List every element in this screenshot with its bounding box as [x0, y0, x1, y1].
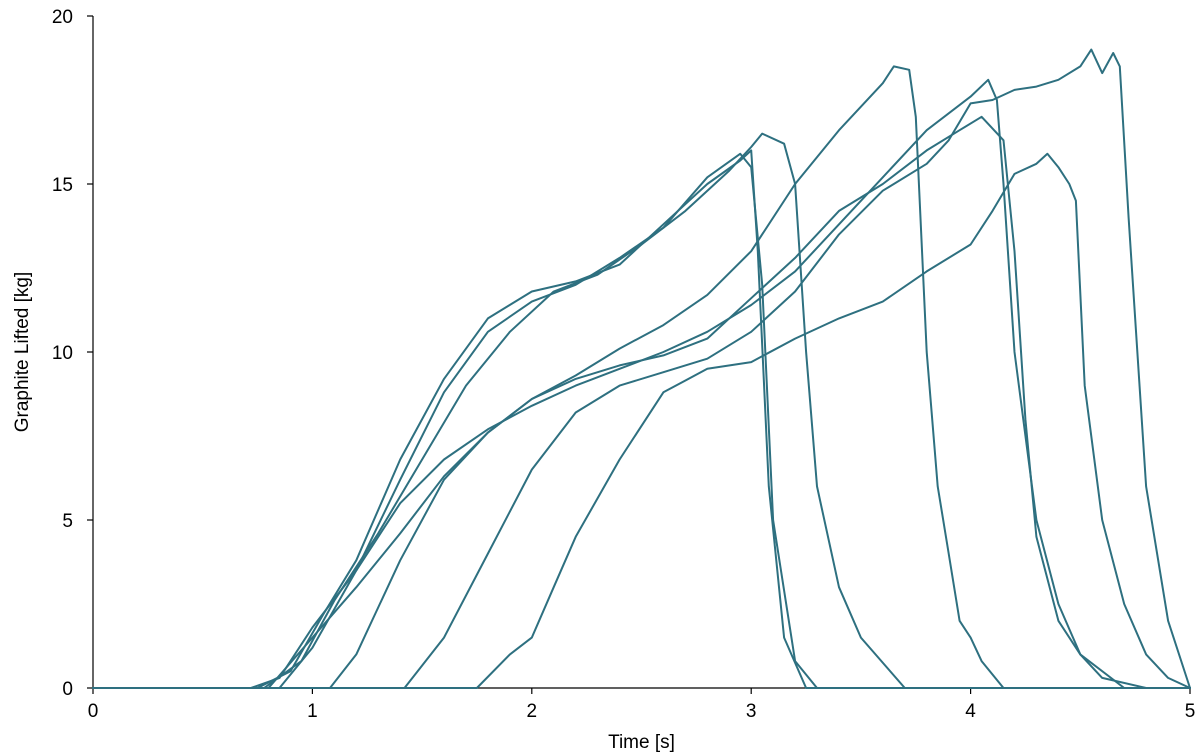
x-tick-label: 1 — [307, 701, 318, 722]
x-tick-label: 5 — [1185, 701, 1196, 722]
series-line-6 — [93, 117, 1190, 688]
y-tick-label: 5 — [62, 511, 73, 532]
x-tick-label: 3 — [746, 701, 757, 722]
series-line-4 — [93, 66, 1190, 688]
x-tick-label: 4 — [965, 701, 976, 722]
y-axis-label: Graphite Lifted [kg] — [12, 272, 33, 433]
x-axis-label: Time [s] — [608, 732, 675, 753]
x-tick-label: 0 — [88, 701, 99, 722]
y-tick-label: 10 — [52, 343, 73, 364]
series-line-7 — [93, 50, 1190, 688]
y-tick-label: 0 — [62, 679, 73, 700]
y-tick-label: 15 — [52, 175, 73, 196]
series-line-5 — [93, 80, 1190, 688]
x-tick-label: 2 — [527, 701, 538, 722]
plot-area — [93, 50, 1190, 688]
y-tick-label: 20 — [52, 7, 73, 28]
